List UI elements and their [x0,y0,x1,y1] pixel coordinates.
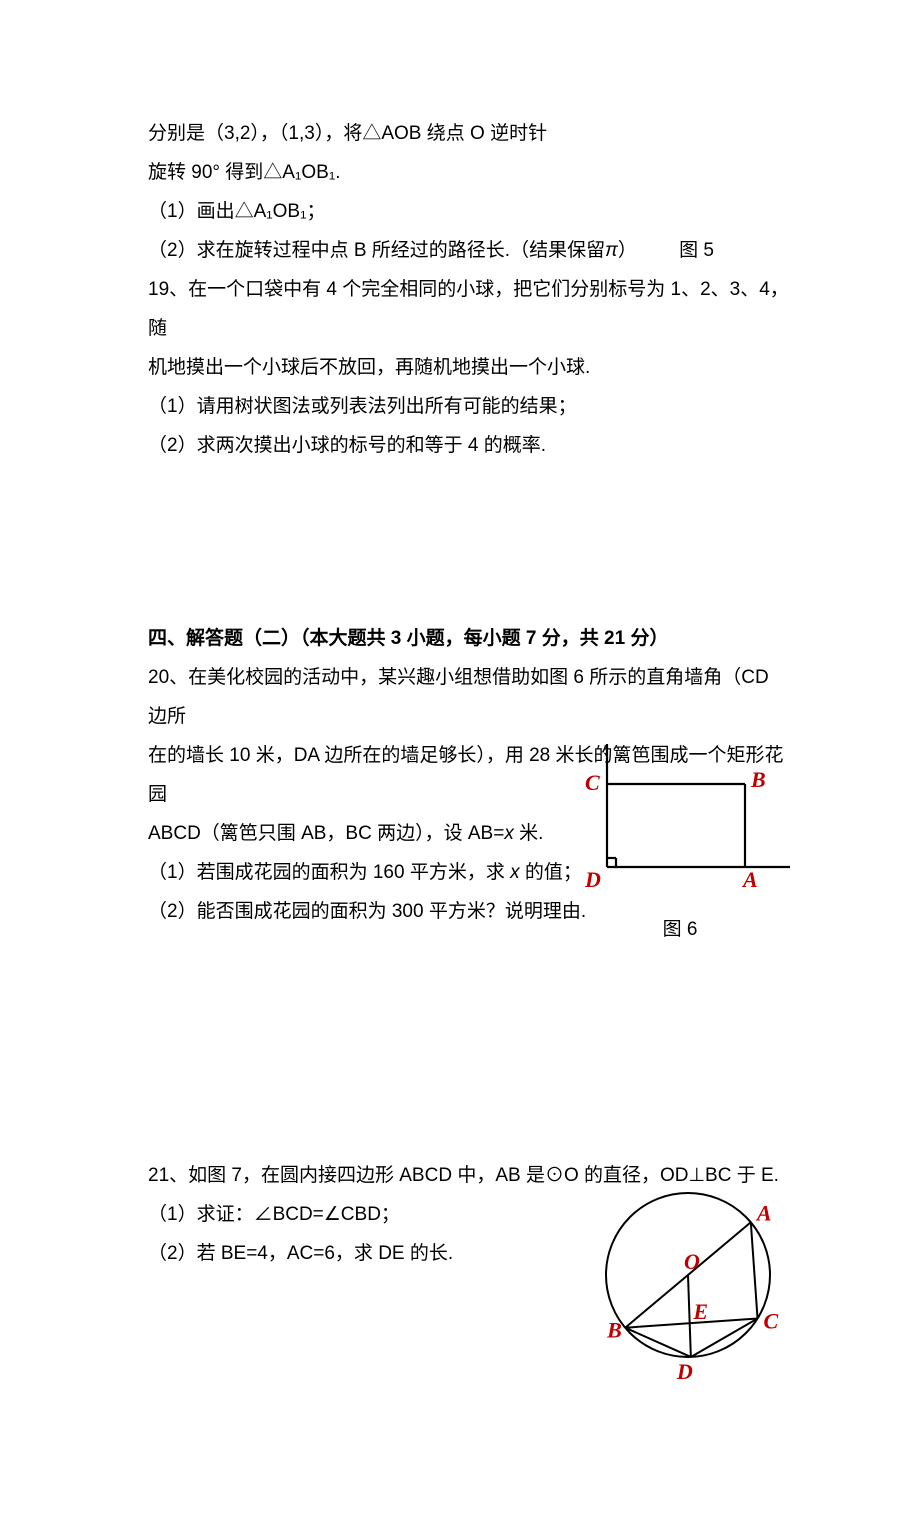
svg-text:E: E [692,1299,708,1324]
figure-7: A B C D OE [580,1177,795,1397]
figure-6-caption: 图 6 [565,911,795,950]
svg-text:B: B [750,767,766,792]
figure-6: B C D A 图 6 [565,739,795,950]
q19-line-4: （2）求两次摸出小球的标号的和等于 4 的概率. [148,427,790,466]
svg-text:C: C [585,770,600,795]
intro-line-3: （1）画出△A₁OB₁； [148,193,790,232]
svg-text:O: O [684,1249,700,1274]
q20-block: 20、在美化校园的活动中，某兴趣小组想借助如图 6 所示的直角墙角（CD 边所 … [148,659,790,932]
q20-line-1: 20、在美化校园的活动中，某兴趣小组想借助如图 6 所示的直角墙角（CD 边所 [148,659,790,737]
q19-line-2: 机地摸出一个小球后不放回，再随机地摸出一个小球. [148,349,790,388]
svg-text:D: D [676,1359,693,1382]
q20-line-3-pre: ABCD（篱笆只围 AB，BC 两边），设 AB= [148,823,504,844]
q20-x-1: x [504,823,514,844]
figure-5-label: 图 5 [679,240,714,261]
intro-line-4-pre: （2）求在旋转过程中点 B 所经过的路径长.（结果保留 [148,240,605,261]
svg-text:D: D [584,867,601,892]
svg-text:C: C [764,1308,779,1333]
svg-text:B: B [606,1318,622,1343]
q21-block: 21、如图 7，在圆内接四边形 ABCD 中，AB 是⊙O 的直径，OD⊥BC … [148,1157,790,1274]
svg-text:A: A [755,1200,772,1225]
pi-symbol: π [605,240,618,261]
intro-line-4: （2）求在旋转过程中点 B 所经过的路径长.（结果保留π） 图 5 [148,232,790,271]
svg-text:A: A [741,867,758,892]
figure-6-svg: B C D A [565,739,795,894]
q20-x-2: x [510,862,520,883]
intro-line-1: 分别是（3,2），（1,3），将△AOB 绕点 O 逆时针 [148,115,790,154]
figure-7-svg: A B C D OE [580,1177,795,1382]
intro-line-2: 旋转 90° 得到△A₁OB₁. [148,154,790,193]
q19-line-3: （1）请用树状图法或列表法列出所有可能的结果； [148,388,790,427]
section-4-title: 四、解答题（二）（本大题共 3 小题，每小题 7 分，共 21 分） [148,620,790,659]
q20-line-4-pre: （1）若围成花园的面积为 160 平方米，求 [148,862,510,883]
q20-line-3-post: 米. [514,823,544,844]
q19-line-1: 19、在一个口袋中有 4 个完全相同的小球，把它们分别标号为 1、2、3、4，随 [148,271,790,349]
intro-line-4-post: ） [618,240,637,261]
